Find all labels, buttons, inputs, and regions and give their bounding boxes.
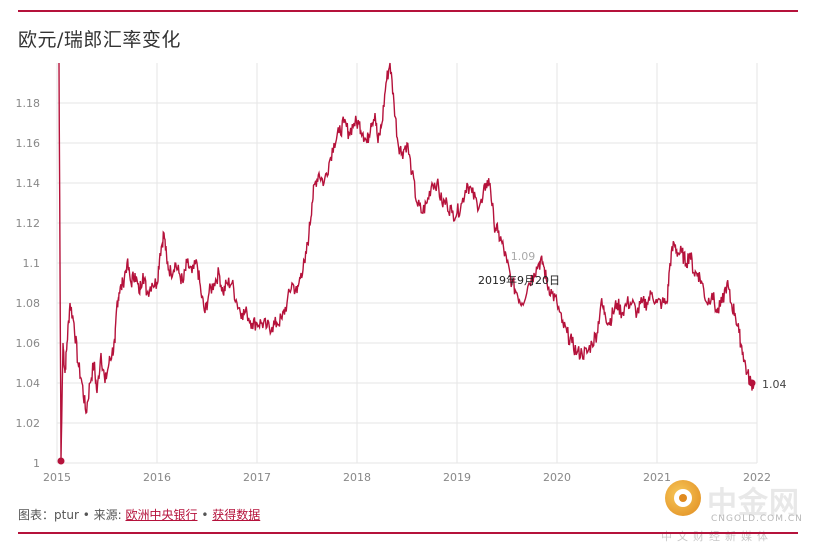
y-tick-label: 1: [33, 457, 40, 470]
y-tick-label: 1.1: [23, 257, 41, 270]
top-rule: [18, 10, 798, 12]
get-data-link[interactable]: 获得数据: [212, 508, 261, 522]
x-tick-label: 2022: [743, 471, 771, 484]
series-line: [58, 62, 755, 462]
watermark-name: 中金网: [707, 486, 800, 521]
end-value-label: 1.04: [762, 378, 787, 391]
source-credit: 图表：ptur • 来源: 欧洲中央银行 • 获得数据: [18, 506, 260, 523]
x-tick-label: 2021: [643, 471, 671, 484]
start-point-marker: [57, 457, 65, 465]
chart-title: 欧元/瑞郎汇率变化: [18, 29, 181, 51]
y-tick-label: 1.08: [16, 297, 41, 310]
x-tick-label: 2015: [43, 471, 71, 484]
bottom-rule: [18, 532, 798, 534]
x-tick-label: 2020: [543, 471, 571, 484]
credit-separator: •: [197, 508, 213, 522]
credit-author: ptur: [54, 508, 79, 522]
x-tick-label: 2017: [243, 471, 271, 484]
y-tick-label: 1.12: [16, 217, 41, 230]
end-point-marker: [748, 379, 756, 387]
y-tick-label: 1.18: [16, 97, 41, 110]
source-label: 来源:: [93, 508, 122, 522]
y-tick-label: 1.14: [16, 177, 41, 190]
x-tick-label: 2018: [343, 471, 371, 484]
cngold-logo-icon: [665, 480, 701, 516]
annotation-date-label: 2019年9月20日: [478, 273, 560, 287]
y-tick-label: 1.04: [16, 377, 41, 390]
x-axis-tick-labels: 2015 2016 2017 2018 2019 2020 2021 2022: [43, 471, 771, 484]
credit-separator: •: [78, 508, 94, 522]
y-gridlines: [57, 102, 757, 464]
y-tick-label: 1.06: [16, 337, 41, 350]
y-tick-label: 1.16: [16, 137, 41, 150]
annotation-value-label: 1.09: [511, 250, 536, 263]
watermark-site: CNGOLD.COM.CN: [711, 514, 803, 524]
y-tick-label: 1.02: [16, 417, 41, 430]
x-tick-label: 2019: [443, 471, 471, 484]
source-link[interactable]: 欧洲中央银行: [125, 508, 198, 522]
x-tick-label: 2016: [143, 471, 171, 484]
watermark-slogan: 中文财经新媒体: [661, 530, 773, 543]
watermark: 中金网 CNGOLD.COM.CN 中文财经新媒体: [661, 478, 805, 544]
y-axis-tick-labels: 1 1.02 1.04 1.06 1.08 1.1 1.12 1.14 1.16 1.18: [16, 97, 41, 470]
credit-prefix: 图表：: [18, 508, 55, 522]
